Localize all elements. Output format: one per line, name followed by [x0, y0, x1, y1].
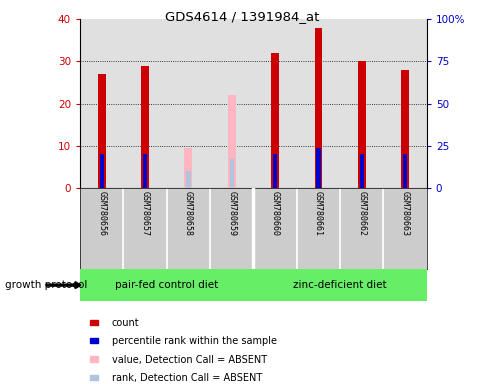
Text: value, Detection Call = ABSENT: value, Detection Call = ABSENT	[111, 355, 266, 365]
Text: pair-fed control diet: pair-fed control diet	[115, 280, 218, 290]
Bar	[141, 66, 149, 188]
Text: percentile rank within the sample: percentile rank within the sample	[111, 336, 276, 346]
Text: count: count	[111, 318, 139, 328]
Bar	[314, 28, 322, 188]
Text: GSM780663: GSM780663	[400, 191, 409, 237]
Bar	[316, 148, 320, 188]
Text: GSM780657: GSM780657	[140, 191, 149, 237]
Bar	[357, 61, 365, 188]
Text: GSM780660: GSM780660	[270, 191, 279, 237]
Bar	[98, 74, 106, 188]
Bar	[186, 171, 190, 188]
Bar	[253, 269, 426, 301]
Bar	[99, 154, 104, 188]
Text: growth protocol: growth protocol	[5, 280, 87, 290]
Text: GSM780659: GSM780659	[227, 191, 236, 237]
Text: GSM780661: GSM780661	[313, 191, 322, 237]
Bar	[271, 53, 278, 188]
Bar	[229, 159, 233, 188]
Bar	[402, 154, 407, 188]
Bar	[184, 148, 192, 188]
Text: rank, Detection Call = ABSENT: rank, Detection Call = ABSENT	[111, 373, 261, 383]
Bar	[272, 154, 277, 188]
Text: GSM780658: GSM780658	[183, 191, 193, 237]
Bar	[143, 154, 147, 188]
Text: zinc-deficient diet: zinc-deficient diet	[293, 280, 386, 290]
Bar	[359, 154, 363, 188]
Bar	[400, 70, 408, 188]
Text: GSM780656: GSM780656	[97, 191, 106, 237]
Text: GDS4614 / 1391984_at: GDS4614 / 1391984_at	[165, 10, 319, 23]
Bar	[227, 95, 235, 188]
Bar	[80, 269, 253, 301]
Text: GSM780662: GSM780662	[357, 191, 365, 237]
